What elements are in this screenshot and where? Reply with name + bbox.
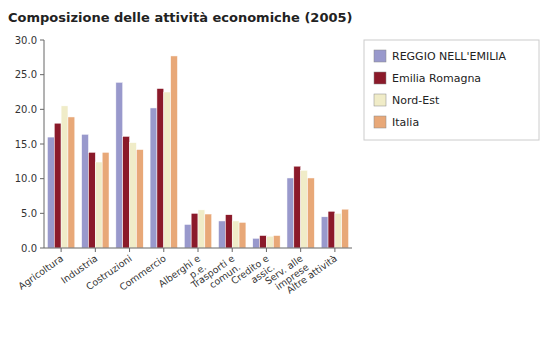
bar [116,82,123,248]
x-axis: AgricolturaIndustriaCostruzioniCommercio… [16,248,339,299]
y-tick-label: 20.0 [15,104,37,115]
bar [136,150,143,248]
y-tick [40,40,44,41]
legend-swatch [374,116,386,128]
bar [301,170,308,248]
bar [184,224,191,248]
title: Composizione delle attività economiche (… [8,10,353,25]
y-tick [40,213,44,214]
legend-label: Emilia Romagna [392,72,481,85]
bar [198,210,205,248]
y-tick-label: 15.0 [15,139,37,150]
bar [54,123,61,248]
x-tick [129,248,130,252]
y-tick-label: 0.0 [21,243,37,254]
legend-swatch [374,50,386,62]
legend-label: Italia [392,116,419,129]
x-tick [266,248,267,252]
legend-label: Nord-Est [392,94,440,107]
x-tick [334,248,335,252]
legend-label: REGGIO NELL'EMILIA [392,50,507,63]
chart: Composizione delle attività economiche (… [0,0,547,341]
legend-swatch [374,94,386,106]
bars [47,56,348,248]
bar [232,221,239,248]
bar [219,221,226,248]
y-tick [40,74,44,75]
bar [68,117,75,248]
bar [308,178,315,248]
y-axis: 0.0 5.0 10.0 15.0 20.0 25.0 30.0 [15,35,44,254]
y-tick [40,144,44,145]
bar [123,136,130,248]
bar [321,217,328,248]
bar [61,106,68,248]
bar [164,92,171,248]
bar [287,178,294,248]
y-tick-label: 10.0 [15,173,37,184]
x-tick [95,248,96,252]
x-tick [232,248,233,252]
y-tick [40,248,44,249]
y-tick [40,178,44,179]
bar [294,166,301,248]
x-tick [61,248,62,252]
x-tick-label: Altre attività [284,253,339,296]
bar [191,213,198,248]
bar [150,108,157,248]
bar [171,56,178,248]
x-tick [198,248,199,252]
bar [205,214,212,248]
y-tick-label: 5.0 [21,208,37,219]
y-tick-label: 25.0 [15,69,37,80]
x-tick [300,248,301,252]
x-tick-label: Agricoltura [16,253,65,292]
bar [260,236,267,248]
bar [266,236,273,248]
bar [47,137,54,248]
bar [88,152,95,248]
x-tick [163,248,164,252]
bar [130,143,137,248]
bar [157,89,164,248]
bar [95,162,102,248]
legend-swatch [374,72,386,84]
bar [102,152,109,248]
legend: REGGIO NELL'EMILIA Emilia Romagna Nord-Est… [364,40,539,140]
legend-box [364,40,539,140]
bar [82,134,89,248]
bar [335,213,342,248]
y-tick-label: 30.0 [15,35,37,46]
bar [225,215,232,248]
bar [342,209,349,248]
y-tick [40,109,44,110]
bar [253,238,260,248]
bar [273,236,280,248]
bar [328,211,335,248]
bar [239,222,246,248]
y-axis-line [44,40,45,248]
